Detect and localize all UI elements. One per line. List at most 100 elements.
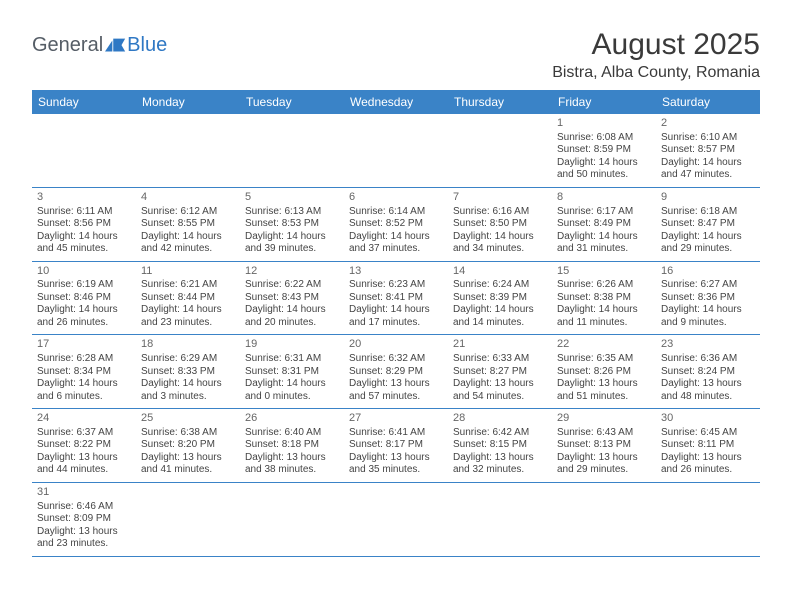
sunrise-line: Sunrise: 6:42 AM [453,427,547,440]
daylight-line: Daylight: 13 hours and 41 minutes. [141,452,235,477]
day-cell: 21Sunrise: 6:33 AMSunset: 8:27 PMDayligh… [448,335,552,408]
week-row: 31Sunrise: 6:46 AMSunset: 8:09 PMDayligh… [32,483,760,557]
sunset-line: Sunset: 8:26 PM [557,366,651,379]
daylight-line: Daylight: 13 hours and 23 minutes. [37,526,131,551]
day-number: 24 [37,412,131,426]
sunrise-line: Sunrise: 6:10 AM [661,132,755,145]
sunrise-line: Sunrise: 6:22 AM [245,279,339,292]
day-number: 21 [453,338,547,352]
sunset-line: Sunset: 8:33 PM [141,366,235,379]
daylight-line: Daylight: 14 hours and 20 minutes. [245,304,339,329]
sunrise-line: Sunrise: 6:27 AM [661,279,755,292]
daylight-line: Daylight: 14 hours and 17 minutes. [349,304,443,329]
logo: General Blue [32,34,167,57]
sunrise-line: Sunrise: 6:35 AM [557,353,651,366]
day-number: 13 [349,265,443,279]
daylight-line: Daylight: 13 hours and 51 minutes. [557,378,651,403]
day-cell: 10Sunrise: 6:19 AMSunset: 8:46 PMDayligh… [32,262,136,335]
daylight-line: Daylight: 13 hours and 26 minutes. [661,452,755,477]
sunrise-line: Sunrise: 6:14 AM [349,206,443,219]
day-number: 9 [661,191,755,205]
empty-cell [344,483,448,556]
daylight-line: Daylight: 13 hours and 44 minutes. [37,452,131,477]
empty-cell [136,114,240,187]
day-number: 12 [245,265,339,279]
day-number: 2 [661,117,755,131]
empty-cell [240,483,344,556]
daylight-line: Daylight: 14 hours and 3 minutes. [141,378,235,403]
day-cell: 28Sunrise: 6:42 AMSunset: 8:15 PMDayligh… [448,409,552,482]
sunrise-line: Sunrise: 6:33 AM [453,353,547,366]
empty-cell [344,114,448,187]
sunset-line: Sunset: 8:38 PM [557,292,651,305]
daylight-line: Daylight: 14 hours and 0 minutes. [245,378,339,403]
sunset-line: Sunset: 8:47 PM [661,218,755,231]
daylight-line: Daylight: 14 hours and 6 minutes. [37,378,131,403]
sunset-line: Sunset: 8:46 PM [37,292,131,305]
week-row: 10Sunrise: 6:19 AMSunset: 8:46 PMDayligh… [32,262,760,336]
sunrise-line: Sunrise: 6:32 AM [349,353,443,366]
sunrise-line: Sunrise: 6:40 AM [245,427,339,440]
day-cell: 3Sunrise: 6:11 AMSunset: 8:56 PMDaylight… [32,188,136,261]
sunrise-line: Sunrise: 6:11 AM [37,206,131,219]
daylight-line: Daylight: 13 hours and 57 minutes. [349,378,443,403]
day-number: 17 [37,338,131,352]
day-number: 27 [349,412,443,426]
day-header-cell: Tuesday [240,90,344,114]
day-number: 25 [141,412,235,426]
day-cell: 9Sunrise: 6:18 AMSunset: 8:47 PMDaylight… [656,188,760,261]
day-cell: 19Sunrise: 6:31 AMSunset: 8:31 PMDayligh… [240,335,344,408]
day-number: 29 [557,412,651,426]
daylight-line: Daylight: 14 hours and 34 minutes. [453,231,547,256]
sunset-line: Sunset: 8:55 PM [141,218,235,231]
daylight-line: Daylight: 13 hours and 48 minutes. [661,378,755,403]
daylight-line: Daylight: 14 hours and 26 minutes. [37,304,131,329]
location-text: Bistra, Alba County, Romania [552,64,760,82]
day-cell: 16Sunrise: 6:27 AMSunset: 8:36 PMDayligh… [656,262,760,335]
day-cell: 20Sunrise: 6:32 AMSunset: 8:29 PMDayligh… [344,335,448,408]
sunset-line: Sunset: 8:56 PM [37,218,131,231]
daylight-line: Daylight: 14 hours and 9 minutes. [661,304,755,329]
sunrise-line: Sunrise: 6:41 AM [349,427,443,440]
day-number: 26 [245,412,339,426]
sunrise-line: Sunrise: 6:21 AM [141,279,235,292]
sunrise-line: Sunrise: 6:12 AM [141,206,235,219]
sunrise-line: Sunrise: 6:16 AM [453,206,547,219]
month-title: August 2025 [552,28,760,62]
day-number: 5 [245,191,339,205]
header-row: General Blue August 2025 Bistra, Alba Co… [32,28,760,82]
daylight-line: Daylight: 13 hours and 29 minutes. [557,452,651,477]
day-header-row: SundayMondayTuesdayWednesdayThursdayFrid… [32,90,760,114]
day-header-cell: Friday [552,90,656,114]
daylight-line: Daylight: 13 hours and 32 minutes. [453,452,547,477]
sunrise-line: Sunrise: 6:28 AM [37,353,131,366]
sunrise-line: Sunrise: 6:08 AM [557,132,651,145]
daylight-line: Daylight: 14 hours and 42 minutes. [141,231,235,256]
daylight-line: Daylight: 14 hours and 14 minutes. [453,304,547,329]
day-number: 19 [245,338,339,352]
flag-icon [105,38,127,54]
empty-cell [448,114,552,187]
daylight-line: Daylight: 14 hours and 23 minutes. [141,304,235,329]
sunrise-line: Sunrise: 6:43 AM [557,427,651,440]
day-cell: 14Sunrise: 6:24 AMSunset: 8:39 PMDayligh… [448,262,552,335]
sunset-line: Sunset: 8:43 PM [245,292,339,305]
day-number: 8 [557,191,651,205]
day-number: 1 [557,117,651,131]
day-header-cell: Saturday [656,90,760,114]
day-cell: 17Sunrise: 6:28 AMSunset: 8:34 PMDayligh… [32,335,136,408]
sunrise-line: Sunrise: 6:38 AM [141,427,235,440]
day-cell: 27Sunrise: 6:41 AMSunset: 8:17 PMDayligh… [344,409,448,482]
sunrise-line: Sunrise: 6:36 AM [661,353,755,366]
sunrise-line: Sunrise: 6:26 AM [557,279,651,292]
day-number: 4 [141,191,235,205]
day-header-cell: Monday [136,90,240,114]
sunrise-line: Sunrise: 6:37 AM [37,427,131,440]
day-cell: 6Sunrise: 6:14 AMSunset: 8:52 PMDaylight… [344,188,448,261]
sunset-line: Sunset: 8:22 PM [37,439,131,452]
sunset-line: Sunset: 8:27 PM [453,366,547,379]
week-row: 24Sunrise: 6:37 AMSunset: 8:22 PMDayligh… [32,409,760,483]
daylight-line: Daylight: 14 hours and 45 minutes. [37,231,131,256]
day-cell: 26Sunrise: 6:40 AMSunset: 8:18 PMDayligh… [240,409,344,482]
day-number: 31 [37,486,131,500]
